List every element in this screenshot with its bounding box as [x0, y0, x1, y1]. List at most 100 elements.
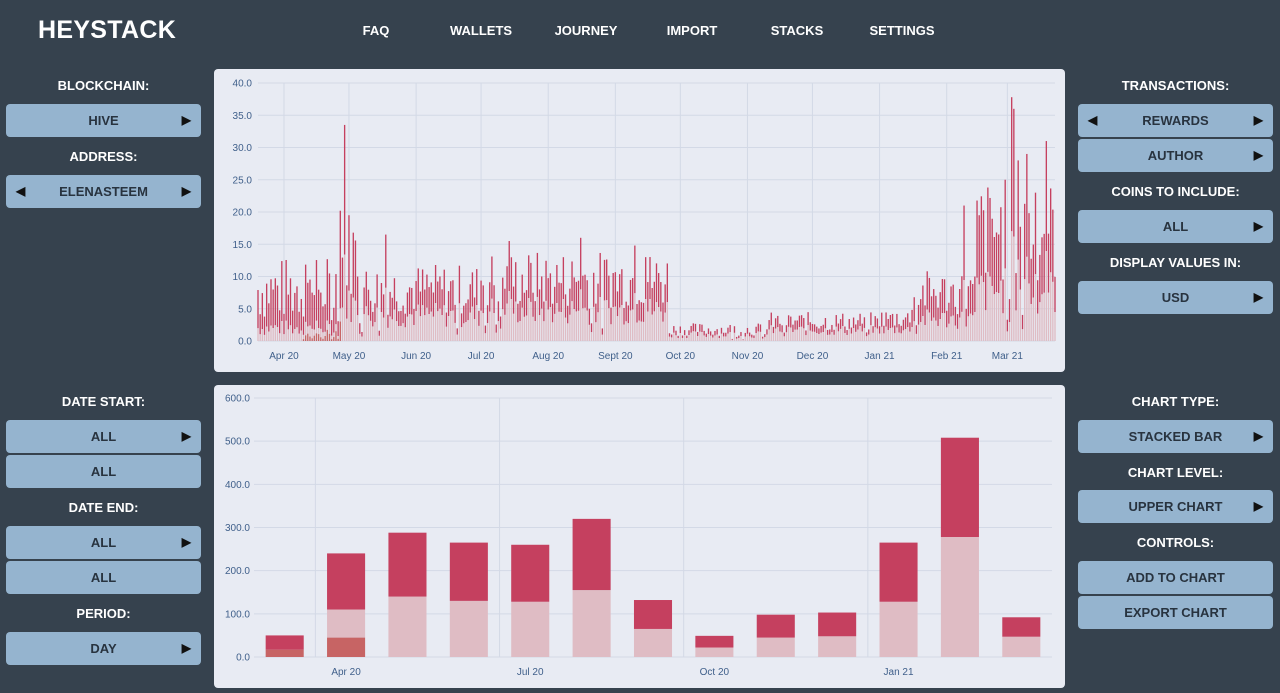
daily-bar-top: [363, 287, 365, 315]
daily-bar-top: [844, 326, 846, 334]
daily-bar-top: [835, 315, 837, 327]
daily-bar-top: [787, 315, 790, 327]
daily-bar-extra: [302, 339, 305, 341]
blockchain-select[interactable]: HIVE ▶: [6, 104, 201, 137]
x-tick-label: Jun 20: [401, 351, 431, 362]
nav-stacks[interactable]: STACKS: [770, 23, 824, 38]
arrow-right-icon[interactable]: ▶: [1253, 499, 1263, 513]
chart-level-select[interactable]: UPPER CHART ▶: [1078, 490, 1273, 523]
daily-bar-top: [1017, 160, 1019, 260]
monthly-rewards-chart[interactable]: 0.0 100.0 200.0 300.0 400.0 500.0 600.0 Apr 20 J…: [214, 385, 1065, 688]
daily-bar-base: [404, 327, 406, 341]
transactions-label: TRANSACTIONS:: [1121, 78, 1230, 93]
daily-bar-base: [718, 338, 720, 341]
chart-type-value: STACKED BAR: [1128, 429, 1223, 444]
daily-bar-base: [842, 325, 844, 341]
daily-bar-base: [512, 313, 515, 341]
monthly-bar-segment: [511, 544, 550, 602]
daily-bar-base: [705, 336, 707, 341]
daily-bar-extra: [311, 338, 313, 341]
arrow-left-icon[interactable]: ◀: [1088, 113, 1098, 127]
daily-bar-base: [898, 332, 900, 341]
daily-bar-top: [701, 324, 703, 333]
transactions-select[interactable]: ◀ REWARDS ▶: [1078, 104, 1273, 137]
nav-journey[interactable]: JOURNEY: [554, 23, 618, 38]
daily-bar-base: [1041, 294, 1043, 341]
blockchain-label: BLOCKCHAIN:: [57, 78, 150, 93]
transactions-sub-select[interactable]: AUTHOR ▶: [1078, 139, 1273, 172]
daily-bar-base: [972, 315, 974, 341]
monthly-bar-segment: [265, 635, 304, 650]
daily-bar-base: [735, 338, 738, 341]
arrow-right-icon[interactable]: ▶: [1253, 429, 1263, 443]
daily-rewards-chart[interactable]: 0.0 5.0 10.0 15.0 20.0 25.0 30.0 35.0 40.0 Apr 20…: [214, 69, 1065, 372]
daily-bar-top: [731, 338, 733, 340]
app-logo[interactable]: HEYSTACK: [38, 16, 177, 44]
daily-bar-top: [603, 259, 606, 301]
daily-bar-base: [352, 297, 354, 341]
date-end-sub-button[interactable]: ALL: [6, 561, 201, 594]
daily-bar-base: [1017, 259, 1019, 341]
arrow-left-icon[interactable]: ◀: [16, 184, 26, 198]
daily-bar-top: [783, 332, 785, 337]
daily-bar-top: [398, 311, 400, 327]
coins-label: COINS TO INCLUDE:: [1111, 184, 1240, 199]
daily-bar-base: [536, 296, 539, 341]
coins-select[interactable]: ALL ▶: [1078, 210, 1273, 243]
daily-bar-base: [1026, 256, 1028, 341]
daily-bar-base: [287, 329, 289, 341]
daily-bar-base: [759, 331, 762, 341]
arrow-right-icon[interactable]: ▶: [1253, 148, 1263, 162]
daily-bar-base: [965, 326, 967, 341]
date-start-sub-button[interactable]: ALL: [6, 455, 201, 488]
daily-bar-top: [878, 326, 881, 334]
chart-level-label: CHART LEVEL:: [1127, 465, 1224, 480]
nav-wallets[interactable]: WALLETS: [449, 23, 513, 38]
date-end-select[interactable]: ALL ▶: [6, 526, 201, 559]
daily-bar-base: [1019, 289, 1022, 341]
daily-bar-top: [432, 292, 435, 317]
address-select[interactable]: ◀ ELENASTEEM ▶: [6, 175, 201, 208]
date-end-value: ALL: [90, 535, 117, 550]
arrow-right-icon[interactable]: ▶: [181, 113, 191, 127]
daily-bar-top: [852, 317, 855, 329]
arrow-right-icon[interactable]: ▶: [181, 535, 191, 549]
arrow-right-icon[interactable]: ▶: [1253, 113, 1263, 127]
daily-bar-base: [378, 335, 380, 341]
daily-bar-base: [289, 325, 292, 341]
nav-settings[interactable]: SETTINGS: [869, 23, 935, 38]
daily-bar-base: [896, 327, 898, 341]
daily-bar-top: [642, 302, 645, 322]
daily-bar-base: [794, 329, 796, 341]
export-chart-button[interactable]: EXPORT CHART: [1078, 596, 1273, 629]
daily-bar-top: [941, 279, 944, 314]
daily-bar-base: [764, 337, 766, 341]
daily-bar-top: [619, 274, 621, 308]
display-values-select[interactable]: USD ▶: [1078, 281, 1273, 314]
daily-bar-top: [558, 282, 560, 312]
daily-bar-top: [746, 327, 749, 334]
daily-bar-base: [302, 334, 305, 341]
daily-bar-base: [417, 304, 419, 341]
daily-bar-top: [946, 310, 948, 328]
daily-bar-base: [822, 332, 824, 341]
daily-bar-top: [573, 277, 575, 310]
period-select[interactable]: DAY ▶: [6, 632, 201, 665]
daily-bar-base: [963, 280, 965, 341]
chart-type-select[interactable]: STACKED BAR ▶: [1078, 420, 1273, 453]
daily-bar-top: [309, 279, 311, 326]
daily-bar-extra: [337, 338, 339, 341]
daily-bar-base: [742, 340, 744, 341]
daily-bar-base: [380, 312, 383, 341]
add-to-chart-button[interactable]: ADD TO CHART: [1078, 561, 1273, 594]
daily-bar-top: [582, 275, 584, 309]
arrow-right-icon[interactable]: ▶: [181, 641, 191, 655]
arrow-right-icon[interactable]: ▶: [181, 429, 191, 443]
arrow-right-icon[interactable]: ▶: [1253, 290, 1263, 304]
nav-faq[interactable]: FAQ: [362, 23, 390, 38]
nav-import[interactable]: IMPORT: [666, 23, 718, 38]
arrow-right-icon[interactable]: ▶: [181, 184, 191, 198]
arrow-right-icon[interactable]: ▶: [1253, 219, 1263, 233]
daily-bar-top: [534, 301, 536, 322]
date-start-select[interactable]: ALL ▶: [6, 420, 201, 453]
